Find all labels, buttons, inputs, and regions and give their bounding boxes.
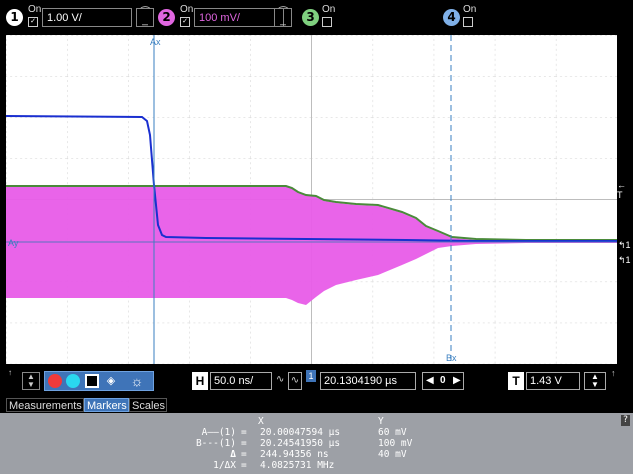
reference-prev-icon[interactable]: ◀: [426, 375, 434, 386]
row-delta-label: Δ: [230, 449, 236, 460]
readout-row-a: A——(1) = 20.00047594 µs 60 mV: [0, 427, 633, 438]
channel-4-on-label: On: [463, 4, 477, 15]
row-delta-x: 244.94356 ns: [260, 449, 329, 460]
row-a-y: 60 mV: [378, 427, 407, 438]
trigger-level-stepper[interactable]: ▲ ▼: [584, 372, 606, 390]
channel-1b-level-indicator[interactable]: ↰1: [618, 255, 631, 265]
row-delta-equals: =: [241, 449, 247, 460]
channel-1-control[interactable]: 1 On ✓ 1.00 V/ ⏜̲̲: [6, 5, 176, 31]
row-inverse-equals: =: [241, 460, 247, 471]
row-inverse-x: 4.0825731 MHz: [260, 460, 335, 471]
scroll-up-icon[interactable]: ↑: [8, 368, 12, 377]
channel-2-on-label: On: [180, 4, 194, 15]
panel-tabs: Measurements Markers Scales: [0, 398, 633, 413]
channel-3-number[interactable]: 3: [302, 9, 319, 26]
trigger-indicator-label: T: [617, 190, 623, 200]
tab-scales[interactable]: Scales: [129, 398, 167, 412]
display-icon[interactable]: [85, 374, 99, 388]
waveform-canvas: [6, 35, 617, 364]
trigger-level-field[interactable]: 1.43 V: [526, 372, 580, 390]
record-red-icon[interactable]: [48, 374, 62, 388]
trigger-tag: T: [508, 372, 524, 390]
waveform-display[interactable]: Ax Bx Ay: [6, 35, 617, 364]
channel-4-control[interactable]: 4 On: [443, 5, 483, 31]
stepper-button[interactable]: ▲ ▼: [22, 372, 40, 390]
row-a-x: 20.00047594 µs: [260, 427, 341, 438]
channel-3-waveform: [6, 185, 617, 241]
channel-2-waveform: [6, 186, 617, 305]
help-button[interactable]: ?: [621, 415, 630, 426]
reference-value: 0: [440, 375, 446, 386]
channel-4-on-checkbox[interactable]: [463, 17, 473, 27]
horizontal-tag: H: [192, 372, 208, 390]
brightness-icon[interactable]: ☼: [130, 373, 144, 389]
row-delta-y: 40 mV: [378, 449, 407, 460]
channel-1-on-label: On: [28, 4, 42, 15]
row-b-equals: =: [241, 438, 247, 449]
bottom-toolbar: ↑ ▲ ▼ ◈ ☼ H 50.0 ns/ ∿ ∿ 1 20.1304190 µs …: [0, 364, 633, 398]
channel-2-on-checkbox[interactable]: ✓: [180, 17, 190, 27]
timebase-field[interactable]: 50.0 ns/: [210, 372, 272, 390]
channel-1-on-checkbox[interactable]: ✓: [28, 17, 38, 27]
channel-1-waveform: [6, 115, 617, 242]
channel-1b-indicator-label: 1: [625, 255, 631, 265]
trigger-level-indicator[interactable]: ← T: [617, 180, 626, 200]
markers-readout-panel: X Y A——(1) = 20.00047594 µs 60 mV B---(1…: [0, 413, 633, 474]
marker-bx-label: Bx: [446, 353, 457, 363]
delay-waveform-icon[interactable]: ∿: [288, 372, 302, 390]
marker-ay-label: Ay: [8, 238, 19, 248]
readout-row-delta: Δ = 244.94356 ns 40 mV: [0, 449, 633, 460]
delay-channel-tag: 1: [306, 370, 316, 382]
channel-1-coupling-icon[interactable]: ⏜̲̲: [136, 8, 154, 27]
channel-2-control[interactable]: 2 On ✓ 100 mV/ ⏜̲̲: [158, 5, 328, 31]
channel-2-number[interactable]: 2: [158, 9, 175, 26]
channel-3-on-label: On: [322, 4, 336, 15]
channel-1-indicator-label: 1: [625, 240, 631, 250]
channel-3-control[interactable]: 3 On: [302, 5, 342, 31]
row-a-label: A——(1): [201, 427, 236, 438]
delay-mode-icon[interactable]: ∿: [276, 374, 285, 385]
readout-header-row: X Y: [0, 416, 633, 427]
delay-field[interactable]: 20.1304190 µs: [320, 372, 416, 390]
row-b-x: 20.24541950 µs: [260, 438, 341, 449]
reference-selector[interactable]: ◀ 0 ▶: [422, 372, 464, 390]
channel-bar: 1 On ✓ 1.00 V/ ⏜̲̲ 2 On ✓ 100 mV/ ⏜̲̲ 3 …: [0, 0, 633, 35]
row-inverse-label: 1/ΔX: [213, 460, 236, 471]
row-b-label: B---(1): [195, 438, 236, 449]
row-b-y: 100 mV: [378, 438, 413, 449]
channel-1-level-indicator[interactable]: ↰1: [618, 240, 631, 250]
readout-row-b: B---(1) = 20.24541950 µs 100 mV: [0, 438, 633, 449]
trigger-up-icon[interactable]: ↑: [611, 368, 616, 378]
channel-3-on-checkbox[interactable]: [322, 17, 332, 27]
channel-2-coupling-icon[interactable]: ⏜̲̲: [274, 8, 292, 27]
tab-measurements[interactable]: Measurements: [6, 398, 84, 412]
reference-next-icon[interactable]: ▶: [453, 375, 461, 386]
readout-row-inverse: 1/ΔX = 4.0825731 MHz: [0, 460, 633, 471]
row-a-equals: =: [241, 427, 247, 438]
tab-markers[interactable]: Markers: [84, 398, 129, 412]
channel-2-scale-field[interactable]: 100 mV/: [194, 8, 284, 27]
column-x-header: X: [258, 416, 264, 427]
eraser-icon[interactable]: ◈: [106, 375, 116, 387]
channel-4-number[interactable]: 4: [443, 9, 460, 26]
channel-1-number[interactable]: 1: [6, 9, 23, 26]
record-cyan-icon[interactable]: [66, 374, 80, 388]
column-y-header: Y: [378, 416, 384, 427]
channel-1-scale-field[interactable]: 1.00 V/: [42, 8, 132, 27]
marker-ax-label: Ax: [150, 37, 161, 47]
